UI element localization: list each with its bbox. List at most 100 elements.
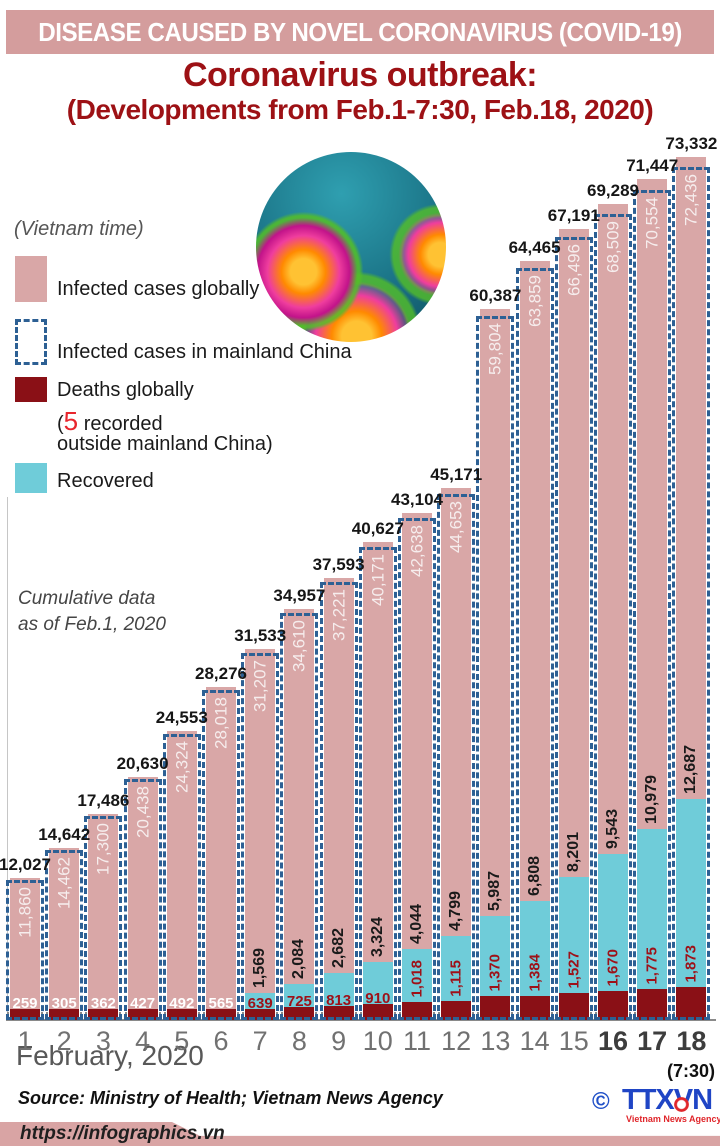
x-axis-day-label: 9 (331, 1026, 347, 1056)
legend-label-deaths: Deaths globally (57, 379, 194, 401)
china-cases-bar (437, 494, 476, 1020)
global-cases-bar (245, 649, 276, 1020)
recovered-value: 3,324 (368, 916, 386, 957)
china-cases-value: 70,554 (642, 197, 662, 249)
china-cases-value: 66,496 (564, 244, 584, 296)
cumulative-note-line2: as of Feb.1, 2020 (18, 614, 166, 635)
recovered-value: 4,044 (408, 903, 425, 944)
china-cases-bar (45, 850, 84, 1020)
x-axis-day-label: 14 (519, 1026, 550, 1056)
global-cases-bar (480, 309, 511, 1020)
recovered-value: 9,543 (604, 808, 621, 849)
global-cases-bar (519, 261, 550, 1020)
deaths-value: 1,670 (604, 949, 622, 987)
china-cases-bar (672, 167, 711, 1020)
china-cases-value: 72,436 (681, 174, 701, 226)
deaths-label: 305 (51, 995, 77, 1012)
total-cases-label: 17,486 (77, 791, 130, 810)
total-cases-label: 24,553 (155, 708, 208, 727)
y-axis-line (7, 497, 8, 1019)
deaths-note-paren: ( (57, 413, 64, 435)
china-cases-value: 44,653 (446, 501, 466, 553)
china-cases-value: 31,207 (250, 660, 270, 712)
china-cases-bar (84, 816, 123, 1020)
china-cases-value: 59,804 (485, 323, 505, 375)
coronavirus-micrograph-image (256, 152, 446, 342)
china-cases-label: 14,462 (55, 857, 74, 909)
global-cases-bar (323, 578, 354, 1020)
deaths-label: 1,527 (565, 951, 583, 989)
deaths-label: 1,670 (604, 949, 622, 987)
legend-label-infected-global: Infected cases globally (57, 278, 260, 300)
deaths-value: 1,873 (682, 945, 700, 983)
china-cases-label: 24,324 (172, 741, 191, 793)
deaths-value: 1,527 (565, 951, 583, 989)
china-cases-label: 72,436 (681, 174, 701, 226)
china-cases-value: 28,018 (211, 697, 231, 749)
deaths-bar (519, 996, 550, 1020)
deaths-label: 1,115 (447, 960, 465, 997)
x-axis-day-label: 2 (56, 1026, 72, 1056)
deaths-label: 427 (130, 995, 156, 1012)
recovered-value: 8,201 (564, 831, 582, 872)
deaths-bar (441, 1001, 472, 1020)
china-cases-bar (241, 653, 280, 1020)
deaths-value: 1,775 (643, 947, 661, 985)
deaths-label: 1,384 (526, 954, 543, 992)
china-cases-bar (202, 690, 240, 1020)
china-cases-label: 17,300 (94, 823, 113, 875)
deaths-bar (127, 1009, 158, 1020)
legend-swatch-infected-global (15, 256, 47, 302)
deaths-value: 1,115 (447, 960, 465, 997)
deaths-bar (676, 987, 707, 1020)
deaths-label: 725 (286, 993, 312, 1010)
legend-label-infected-china: Infected cases in mainland China (57, 341, 352, 363)
china-cases-bar (6, 880, 44, 1020)
recovered-bar (637, 829, 668, 989)
recovered-label: 10,979 (643, 775, 660, 824)
legend-deaths-note-line1: (5 recorded (57, 406, 163, 437)
globe-icon (674, 1097, 689, 1112)
total-cases-label: 34,957 (273, 586, 326, 605)
total-cases-label: 28,276 (195, 664, 247, 683)
recovered-label: 2,682 (330, 928, 347, 968)
deaths-value: 1,370 (486, 954, 504, 992)
global-cases-bar (362, 542, 393, 1020)
global-cases-bar (284, 609, 315, 1020)
total-cases-label: 60,387 (469, 286, 522, 305)
deaths-bar (362, 1004, 393, 1020)
china-cases-label: 59,804 (485, 323, 505, 375)
china-cases-bar (162, 734, 201, 1020)
global-cases-bar (206, 687, 236, 1020)
deaths-label: 259 (12, 995, 38, 1012)
china-cases-label: 40,171 (368, 554, 387, 606)
deaths-label: 1,370 (486, 954, 504, 992)
china-cases-label: 28,018 (211, 697, 231, 749)
china-cases-value: 37,221 (329, 589, 349, 641)
deaths-bar (637, 989, 668, 1020)
recovered-value: 2,084 (290, 938, 308, 979)
china-cases-value: 42,638 (407, 525, 427, 577)
recovered-label: 3,324 (368, 916, 386, 957)
vietnam-time-note: (Vietnam time) (14, 218, 144, 240)
header-banner: DISEASE CAUSED BY NOVEL CORONAVIRUS (COV… (6, 10, 714, 54)
recovered-label: 4,799 (447, 891, 464, 931)
recovered-bar (323, 973, 354, 1006)
china-cases-bar (594, 214, 632, 1020)
china-cases-bar (280, 613, 319, 1020)
deaths-value: 1,018 (408, 960, 426, 998)
legend-label-recovered: Recovered (57, 470, 154, 492)
china-cases-label: 70,554 (642, 197, 662, 249)
x-axis-day-label: 18 (676, 1026, 707, 1056)
china-cases-bar (515, 268, 554, 1020)
ttxvn-logo: © TTXVN Vietnam News Agency (592, 1084, 720, 1124)
header-banner-text: DISEASE CAUSED BY NOVEL CORONAVIRUS (COV… (38, 16, 682, 47)
recovered-label: 8,201 (564, 831, 582, 872)
recovered-bar (558, 877, 589, 993)
global-cases-bar (166, 731, 197, 1020)
total-cases-label: 40,627 (351, 519, 404, 538)
x-axis-day-label: 3 (95, 1026, 111, 1056)
recovered-value: 1,569 (251, 947, 269, 988)
deaths-label: 362 (90, 995, 116, 1012)
